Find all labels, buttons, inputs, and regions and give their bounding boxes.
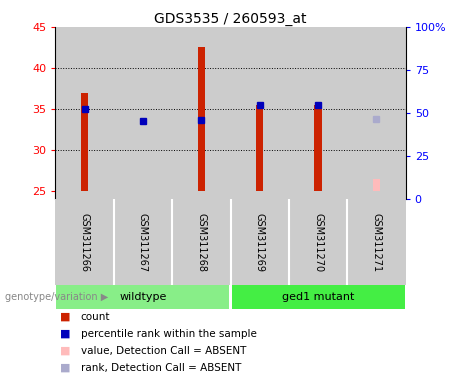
Bar xyxy=(289,27,347,199)
Bar xyxy=(347,27,406,199)
Text: ■: ■ xyxy=(60,363,71,373)
Text: GSM311266: GSM311266 xyxy=(79,213,89,272)
Bar xyxy=(81,93,89,191)
Text: GSM311270: GSM311270 xyxy=(313,213,323,272)
Bar xyxy=(256,105,264,191)
Bar xyxy=(232,285,404,309)
Bar xyxy=(114,27,172,199)
Text: ■: ■ xyxy=(60,346,71,356)
Bar xyxy=(57,285,229,309)
Text: ■: ■ xyxy=(60,312,71,322)
Text: GSM311267: GSM311267 xyxy=(138,213,148,272)
Text: count: count xyxy=(81,312,110,322)
Text: GSM311271: GSM311271 xyxy=(372,213,382,272)
Bar xyxy=(172,27,230,199)
Text: value, Detection Call = ABSENT: value, Detection Call = ABSENT xyxy=(81,346,246,356)
Bar xyxy=(372,179,380,191)
Text: GSM311268: GSM311268 xyxy=(196,213,207,272)
Bar xyxy=(197,47,205,191)
Text: GSM311269: GSM311269 xyxy=(254,213,265,272)
Bar xyxy=(230,27,289,199)
Bar xyxy=(314,105,322,191)
Text: wildtype: wildtype xyxy=(119,292,166,302)
Text: ■: ■ xyxy=(60,329,71,339)
Text: percentile rank within the sample: percentile rank within the sample xyxy=(81,329,257,339)
Bar xyxy=(55,27,114,199)
Text: genotype/variation ▶: genotype/variation ▶ xyxy=(5,292,108,302)
Text: rank, Detection Call = ABSENT: rank, Detection Call = ABSENT xyxy=(81,363,241,373)
Text: ged1 mutant: ged1 mutant xyxy=(282,292,354,302)
Title: GDS3535 / 260593_at: GDS3535 / 260593_at xyxy=(154,12,307,26)
